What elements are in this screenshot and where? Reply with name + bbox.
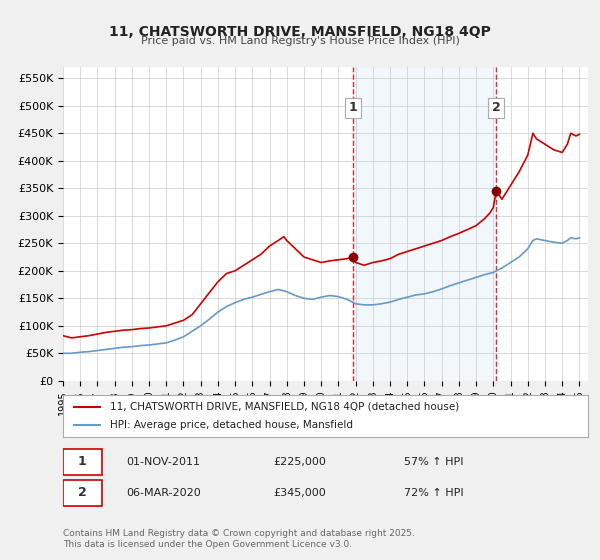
FancyBboxPatch shape xyxy=(63,480,103,506)
Text: £225,000: £225,000 xyxy=(273,457,326,467)
Text: 1: 1 xyxy=(349,101,357,114)
Text: Contains HM Land Registry data © Crown copyright and database right 2025.
This d: Contains HM Land Registry data © Crown c… xyxy=(63,529,415,549)
Text: Price paid vs. HM Land Registry's House Price Index (HPI): Price paid vs. HM Land Registry's House … xyxy=(140,36,460,46)
FancyBboxPatch shape xyxy=(63,449,103,475)
Text: 1: 1 xyxy=(78,455,87,469)
Text: 2: 2 xyxy=(78,486,87,500)
Text: 01-NOV-2011: 01-NOV-2011 xyxy=(126,457,200,467)
Text: HPI: Average price, detached house, Mansfield: HPI: Average price, detached house, Mans… xyxy=(110,420,353,430)
Bar xyxy=(353,67,496,381)
Text: 11, CHATSWORTH DRIVE, MANSFIELD, NG18 4QP (detached house): 11, CHATSWORTH DRIVE, MANSFIELD, NG18 4Q… xyxy=(110,402,460,412)
Text: 72% ↑ HPI: 72% ↑ HPI xyxy=(404,488,464,498)
Text: £345,000: £345,000 xyxy=(273,488,326,498)
Text: 11, CHATSWORTH DRIVE, MANSFIELD, NG18 4QP: 11, CHATSWORTH DRIVE, MANSFIELD, NG18 4Q… xyxy=(109,25,491,39)
Text: 2: 2 xyxy=(492,101,500,114)
Text: 57% ↑ HPI: 57% ↑ HPI xyxy=(404,457,464,467)
Text: 06-MAR-2020: 06-MAR-2020 xyxy=(126,488,201,498)
